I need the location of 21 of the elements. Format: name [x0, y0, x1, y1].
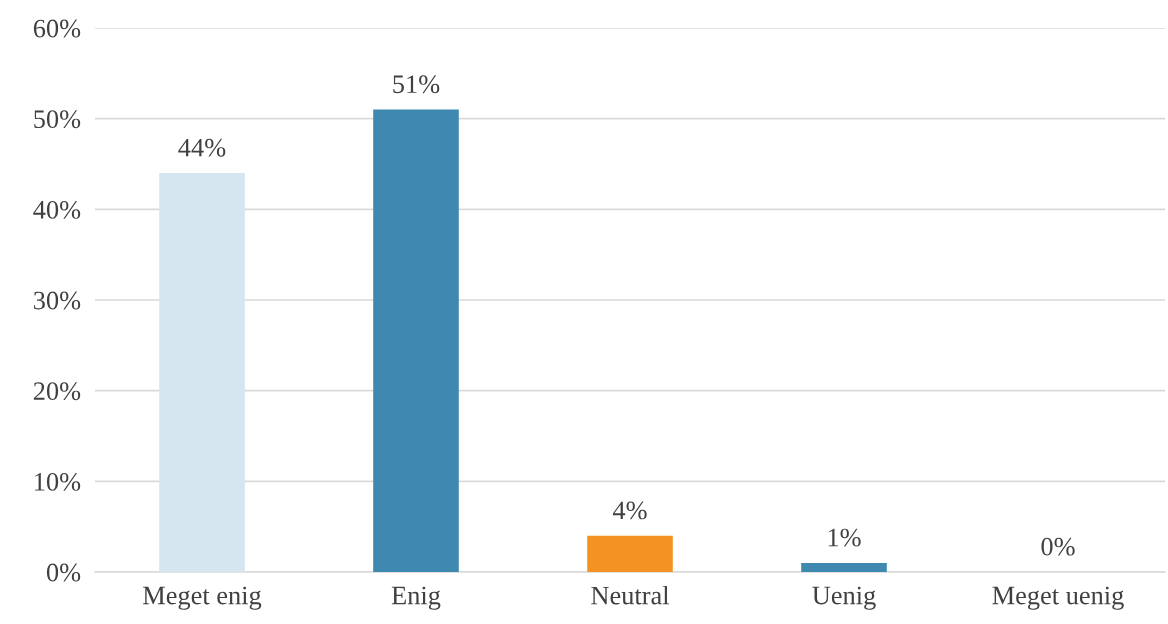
data-label: 51% [393, 75, 440, 94]
y-tick-label: 50% [34, 110, 81, 129]
x-tick-label: Neutral [591, 585, 670, 605]
y-tick-label: 60% [33, 19, 81, 38]
y-tick-label: 30% [34, 291, 81, 310]
y-tick-label: 0% [46, 563, 81, 582]
data-label: 44% [178, 138, 226, 157]
x-tick-label: Meget enig [143, 586, 262, 610]
x-tick-label: Uenig [812, 586, 876, 610]
data-label: 1% [828, 528, 861, 547]
x-tick-label: Meget uenig [992, 586, 1124, 610]
x-tick-label: Enig [391, 586, 441, 610]
bar [373, 109, 459, 572]
bar [159, 173, 245, 572]
data-label: 4% [612, 501, 647, 520]
y-tick-label: 40% [33, 200, 81, 219]
data-label: 0% [1041, 537, 1075, 556]
bar [801, 562, 887, 572]
bar [587, 535, 673, 572]
y-tick-label: 20% [33, 382, 81, 401]
y-tick-label: 10% [35, 472, 81, 491]
